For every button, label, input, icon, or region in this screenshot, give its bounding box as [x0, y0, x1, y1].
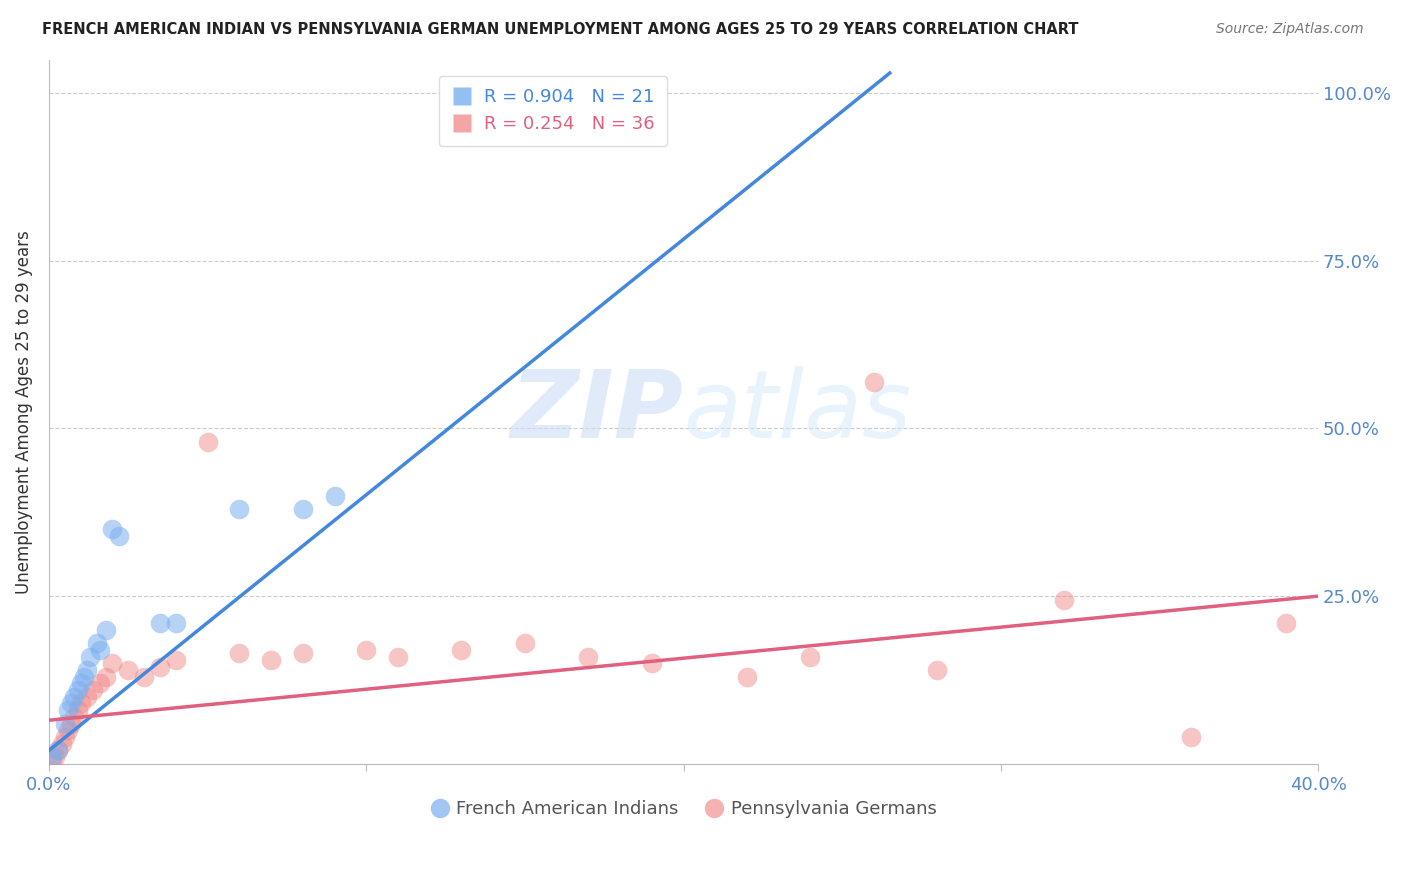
- Point: [1275, 615, 1298, 630]
- Point: [799, 649, 821, 664]
- Point: [101, 657, 124, 671]
- Point: [89, 642, 111, 657]
- Point: [73, 670, 96, 684]
- Point: [82, 683, 104, 698]
- Text: atlas: atlas: [683, 367, 912, 458]
- Point: [53, 716, 76, 731]
- Point: [69, 697, 91, 711]
- Point: [41, 754, 63, 768]
- Point: [323, 489, 346, 503]
- Point: [86, 636, 108, 650]
- Text: ZIP: ZIP: [510, 366, 683, 458]
- Point: [149, 615, 172, 630]
- Text: Source: ZipAtlas.com: Source: ZipAtlas.com: [1216, 22, 1364, 37]
- Point: [197, 434, 219, 449]
- Point: [260, 653, 283, 667]
- Point: [149, 659, 172, 673]
- Point: [165, 615, 187, 630]
- Point: [641, 657, 664, 671]
- Point: [94, 623, 117, 637]
- Point: [228, 502, 250, 516]
- Point: [63, 710, 86, 724]
- Point: [69, 676, 91, 690]
- Point: [1180, 730, 1202, 744]
- Point: [66, 683, 89, 698]
- Point: [56, 703, 79, 717]
- Point: [66, 703, 89, 717]
- Point: [41, 750, 63, 764]
- Y-axis label: Unemployment Among Ages 25 to 29 years: Unemployment Among Ages 25 to 29 years: [15, 230, 32, 593]
- Point: [76, 690, 98, 704]
- Point: [291, 502, 314, 516]
- Point: [48, 743, 70, 757]
- Point: [576, 649, 599, 664]
- Point: [134, 670, 156, 684]
- Point: [165, 653, 187, 667]
- Point: [927, 663, 949, 677]
- Point: [63, 690, 86, 704]
- Point: [76, 663, 98, 677]
- Point: [53, 730, 76, 744]
- Point: [291, 646, 314, 660]
- Point: [44, 750, 66, 764]
- Point: [101, 522, 124, 536]
- Point: [51, 737, 73, 751]
- Point: [107, 529, 129, 543]
- Point: [56, 723, 79, 738]
- Point: [863, 375, 886, 389]
- Point: [60, 716, 83, 731]
- Point: [1053, 592, 1076, 607]
- Point: [450, 642, 472, 657]
- Legend: French American Indians, Pennsylvania Germans: French American Indians, Pennsylvania Ge…: [423, 793, 943, 825]
- Point: [356, 642, 378, 657]
- Point: [89, 676, 111, 690]
- Point: [79, 649, 101, 664]
- Point: [60, 697, 83, 711]
- Point: [387, 649, 409, 664]
- Point: [94, 670, 117, 684]
- Text: FRENCH AMERICAN INDIAN VS PENNSYLVANIA GERMAN UNEMPLOYMENT AMONG AGES 25 TO 29 Y: FRENCH AMERICAN INDIAN VS PENNSYLVANIA G…: [42, 22, 1078, 37]
- Point: [117, 663, 139, 677]
- Point: [228, 646, 250, 660]
- Point: [735, 670, 758, 684]
- Point: [48, 743, 70, 757]
- Point: [513, 636, 536, 650]
